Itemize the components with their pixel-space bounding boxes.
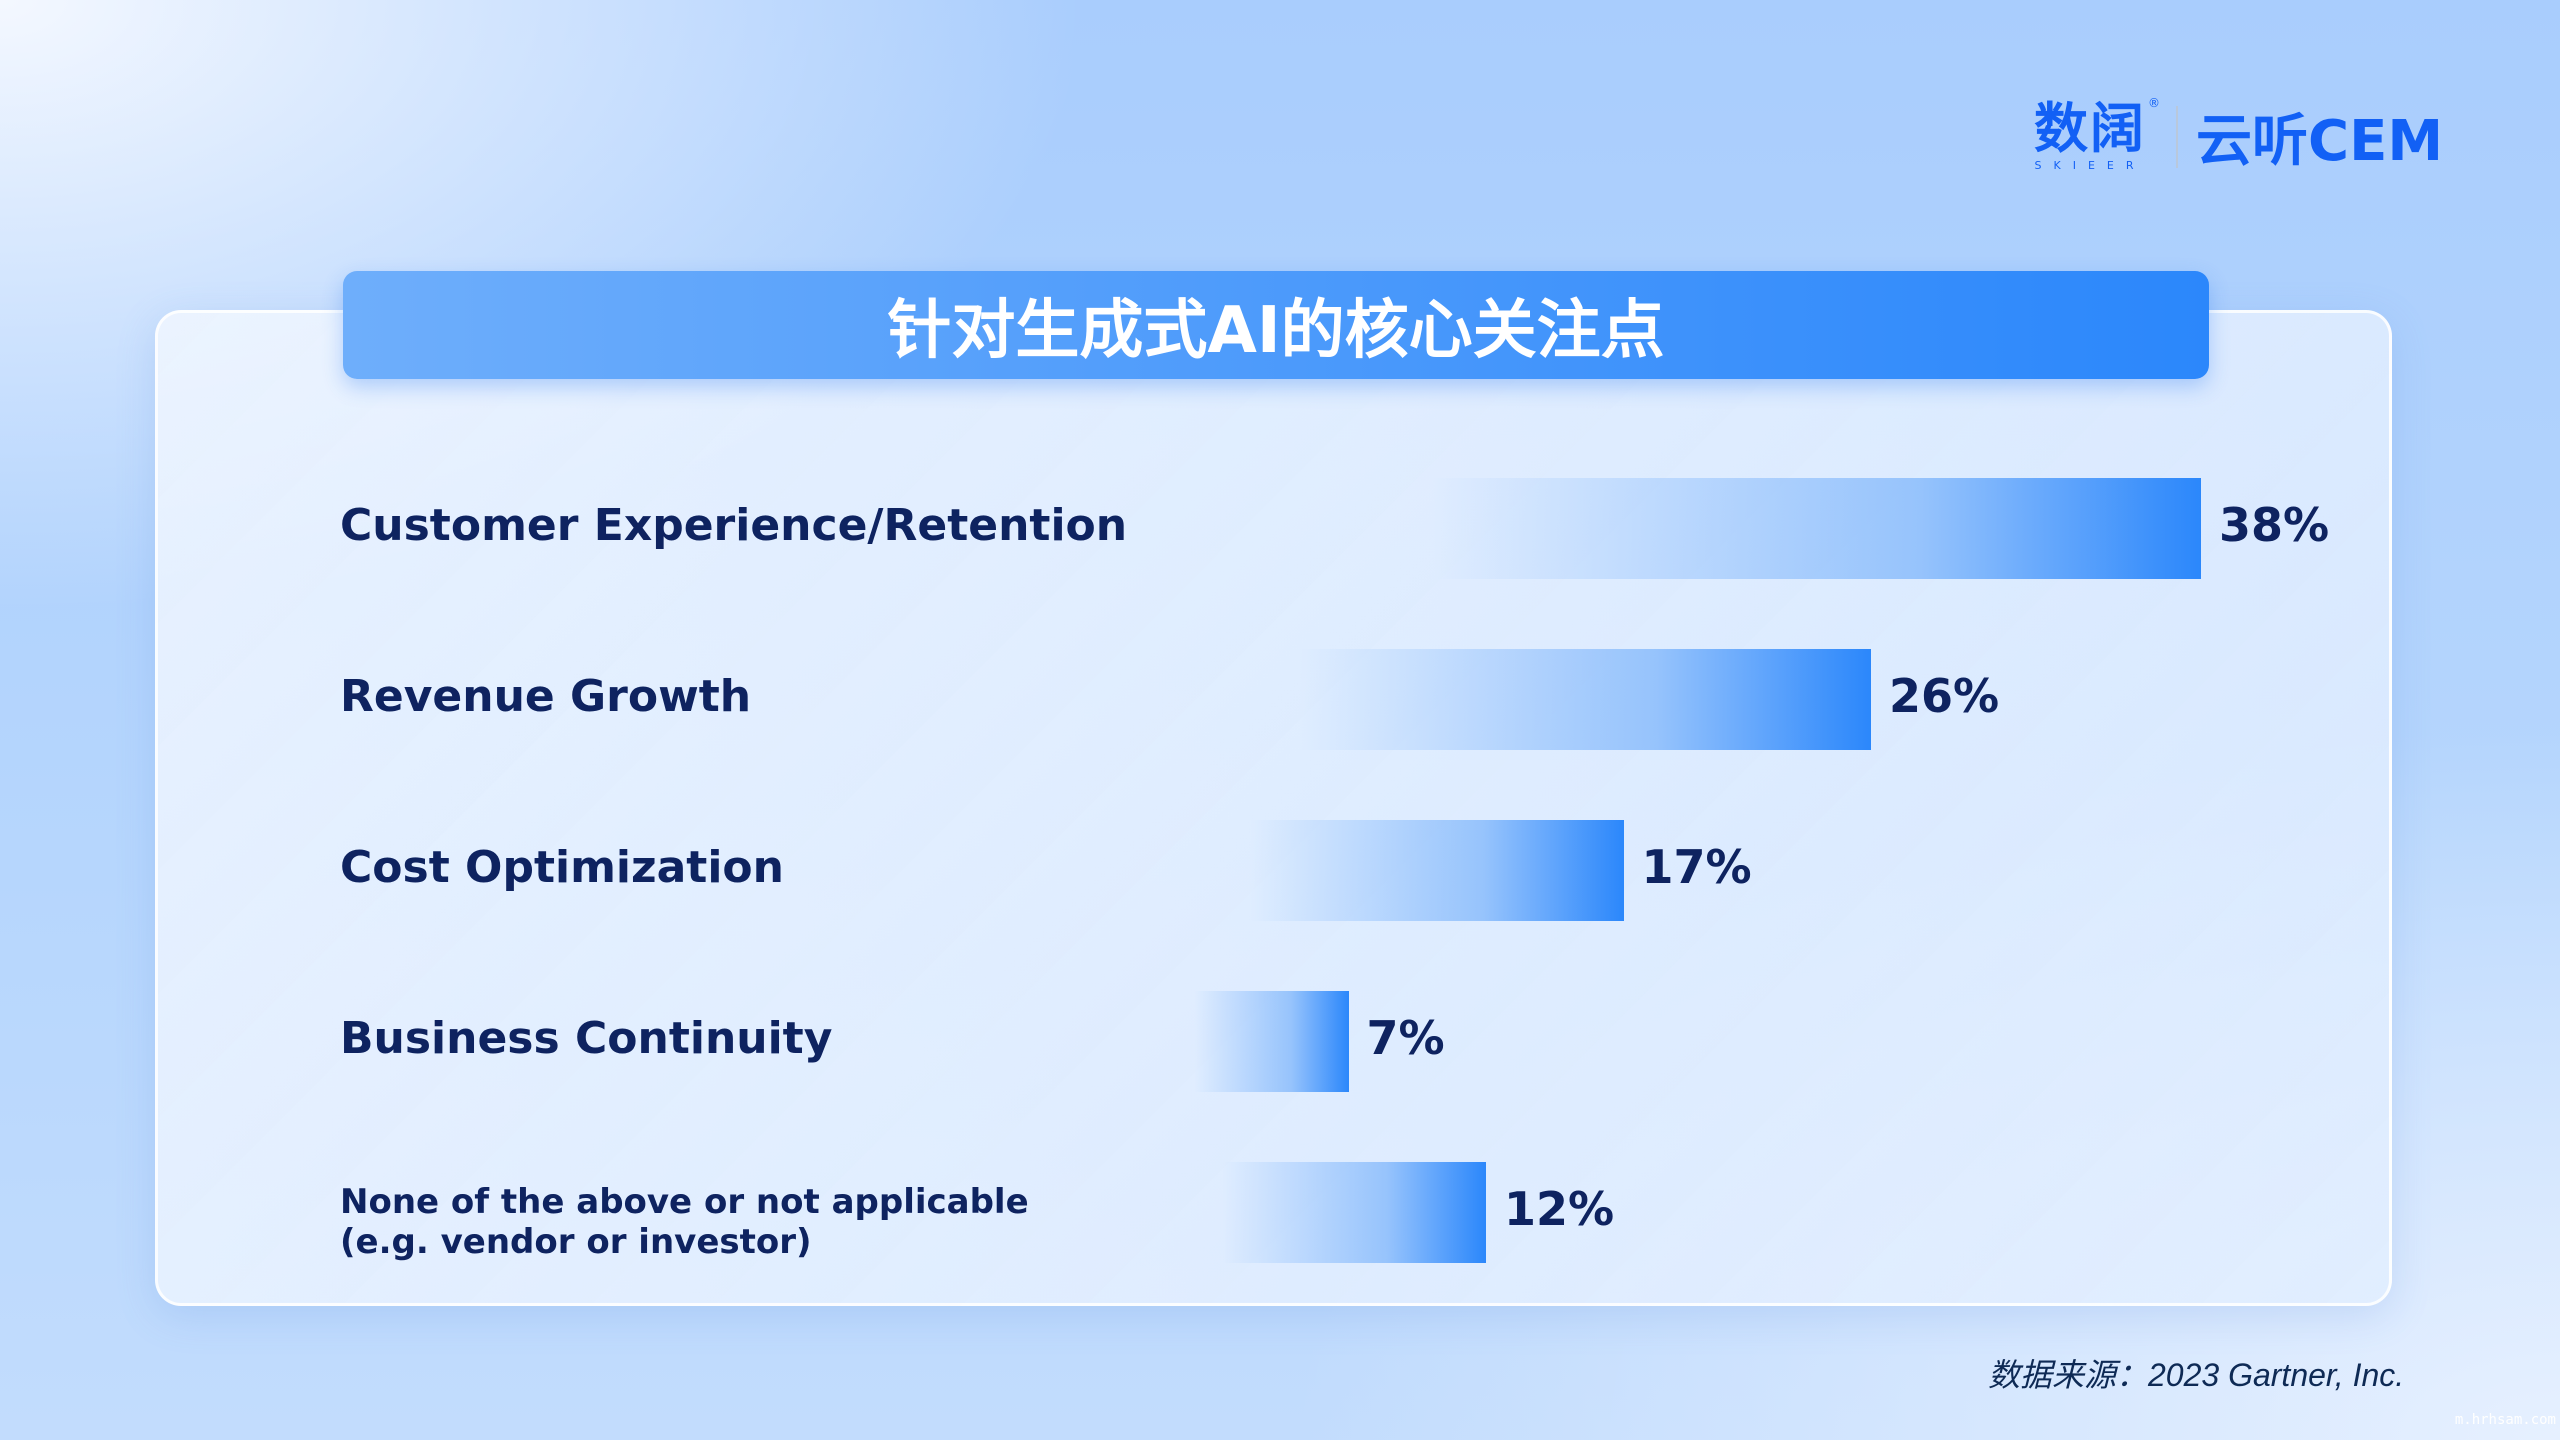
data-label: 12% — [1504, 1182, 1615, 1236]
bar — [1156, 649, 1871, 750]
category-label-line: Revenue Growth — [340, 671, 752, 722]
bar — [1156, 820, 1624, 921]
category-label: Customer Experience/Retention — [340, 500, 1127, 551]
logo-divider — [2176, 105, 2178, 168]
data-label: 7% — [1366, 1011, 1445, 1065]
logo-product: 云听CEM — [2196, 109, 2444, 174]
category-label-line: Cost Optimization — [340, 842, 784, 893]
bar — [1156, 991, 1349, 1092]
logo-brand-en: SKIEER — [2034, 159, 2146, 172]
chart-title: 针对生成式AI的核心关注点 — [343, 271, 2209, 379]
registered-icon: ® — [2148, 96, 2160, 110]
data-label: 17% — [1641, 840, 1752, 894]
category-label: Business Continuity — [340, 1013, 832, 1064]
bar — [1156, 478, 2201, 579]
category-label: Revenue Growth — [340, 671, 751, 722]
chart-card — [155, 310, 2392, 1306]
category-label-line: None of the above or not applicable — [340, 1182, 1029, 1222]
category-label-line: Customer Experience/Retention — [340, 500, 1128, 551]
category-label-line: (e.g. vendor or investor) — [340, 1222, 812, 1262]
category-label-line: Business Continuity — [340, 1013, 833, 1064]
data-label: 38% — [2219, 498, 2330, 552]
bar — [1156, 1162, 1486, 1263]
logo-brand-cn: 数阔 — [2034, 97, 2146, 160]
category-label: Cost Optimization — [340, 842, 784, 893]
category-label: None of the above or not applicable (e.g.… — [340, 1182, 1029, 1262]
source-note: 数据来源：2023 Gartner, Inc. — [1988, 1357, 2405, 1393]
watermark: m.hrhsam.com — [2454, 1412, 2556, 1428]
logo: 数阔 SKIEER ® 云听CEM — [2034, 96, 2443, 177]
data-label: 26% — [1889, 669, 2000, 723]
